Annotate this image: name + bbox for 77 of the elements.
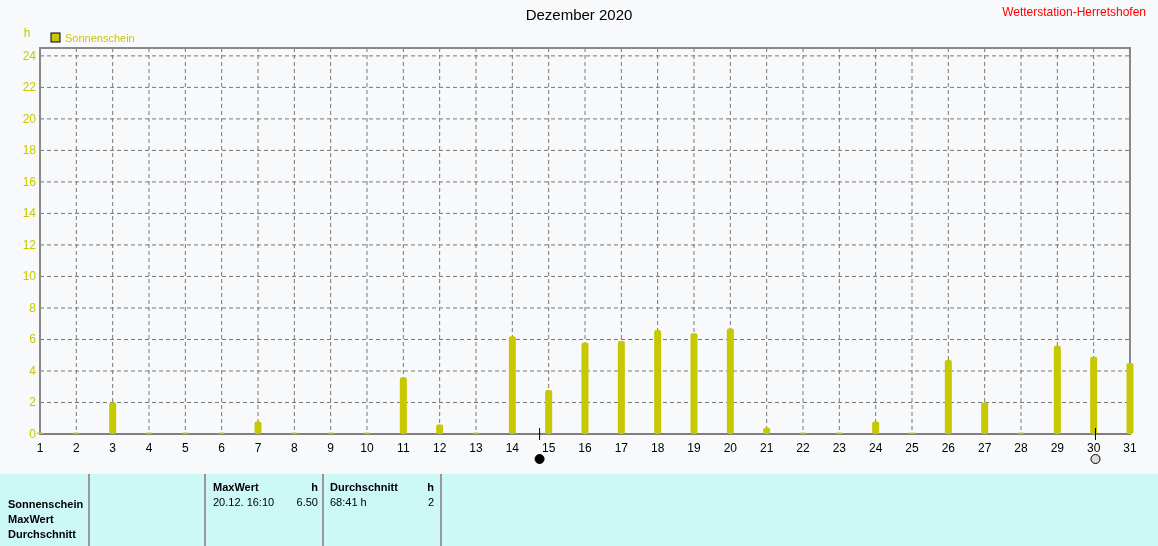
bar <box>508 336 516 434</box>
text: 2 <box>427 496 434 508</box>
x-tick-label: 30 <box>1086 441 1101 455</box>
text: Wetterstation-Herretshofen <box>1002 5 1146 19</box>
bar <box>726 328 734 434</box>
text: Durchschnitt <box>330 481 399 493</box>
x-tick-label: 11 <box>397 441 410 455</box>
bar <box>436 424 444 434</box>
bar <box>872 421 880 434</box>
x-tick-label: 15 <box>541 441 556 455</box>
y-axis-title: h <box>23 26 31 40</box>
text: MaxWert <box>8 513 54 525</box>
legend-label: Sonnenschein <box>65 32 135 44</box>
x-tick-label: 26 <box>941 441 956 455</box>
bar <box>654 330 662 434</box>
x-tick-label: 22 <box>796 441 810 455</box>
bar <box>545 389 553 434</box>
y-tick-label: 22 <box>22 80 37 95</box>
x-tick-label: 29 <box>1050 441 1065 455</box>
y-tick-label: 0 <box>29 427 37 441</box>
x-tick-label: 9 <box>327 441 335 455</box>
y-tick-label: 2 <box>29 395 37 410</box>
x-tick-label: 20 <box>723 441 738 455</box>
x-tick-label: 18 <box>650 441 665 455</box>
x-tick-label: 23 <box>832 441 847 455</box>
text: h <box>311 481 319 493</box>
x-tick-label: 31 <box>1123 441 1137 455</box>
text: 68:41 h <box>330 496 367 508</box>
bar <box>581 342 589 434</box>
x-tick-label: 3 <box>109 441 117 455</box>
bar <box>1090 356 1098 434</box>
y-tick-label: 24 <box>22 48 37 63</box>
bar <box>981 402 989 434</box>
bar <box>690 333 698 434</box>
chart-title: Dezember 2020 <box>525 6 633 23</box>
x-tick-label: 5 <box>181 441 189 455</box>
bar <box>254 421 262 434</box>
text: h <box>427 481 435 493</box>
x-tick-label: 4 <box>145 441 153 455</box>
x-tick-label: 17 <box>614 441 629 455</box>
bar <box>399 377 407 434</box>
x-tick-label: 13 <box>469 441 483 455</box>
y-tick-label: 18 <box>22 143 37 158</box>
y-tick-label: 10 <box>22 269 37 284</box>
x-tick-label: 19 <box>687 441 701 455</box>
y-tick-label: 16 <box>22 174 37 189</box>
y-tick-label: 8 <box>29 300 37 315</box>
y-tick-label: 12 <box>22 237 37 252</box>
y-tick-label: 6 <box>29 332 37 347</box>
text: Sonnenschein <box>8 498 84 510</box>
x-tick-label: 8 <box>290 441 298 455</box>
y-tick-label: 14 <box>22 206 37 221</box>
text: Durchschnitt <box>8 528 77 540</box>
x-tick-label: 6 <box>218 441 226 455</box>
x-tick-label: 7 <box>254 441 262 455</box>
x-tick-label: 12 <box>432 441 447 455</box>
x-tick-label: 21 <box>759 441 774 455</box>
y-tick-label: 20 <box>22 111 37 126</box>
x-tick-label: 10 <box>360 441 374 455</box>
x-tick-label: 16 <box>578 441 592 455</box>
bar <box>617 341 625 434</box>
bar <box>763 427 771 434</box>
x-tick-label: 28 <box>1014 441 1028 455</box>
text: MaxWert <box>213 481 259 493</box>
bar <box>944 359 952 434</box>
bar <box>109 402 117 434</box>
x-tick-label: 2 <box>72 441 80 455</box>
x-tick-label: 24 <box>868 441 883 455</box>
bar <box>1053 345 1061 434</box>
x-tick-label: 14 <box>505 441 520 455</box>
bar <box>1126 363 1134 434</box>
text: 20.12. 16:10 <box>213 496 275 508</box>
y-tick-label: 4 <box>29 363 37 378</box>
x-tick-label: 25 <box>905 441 919 455</box>
x-tick-label: 1 <box>36 441 44 455</box>
text: 6.50 <box>296 496 318 508</box>
x-tick-label: 27 <box>977 441 992 455</box>
